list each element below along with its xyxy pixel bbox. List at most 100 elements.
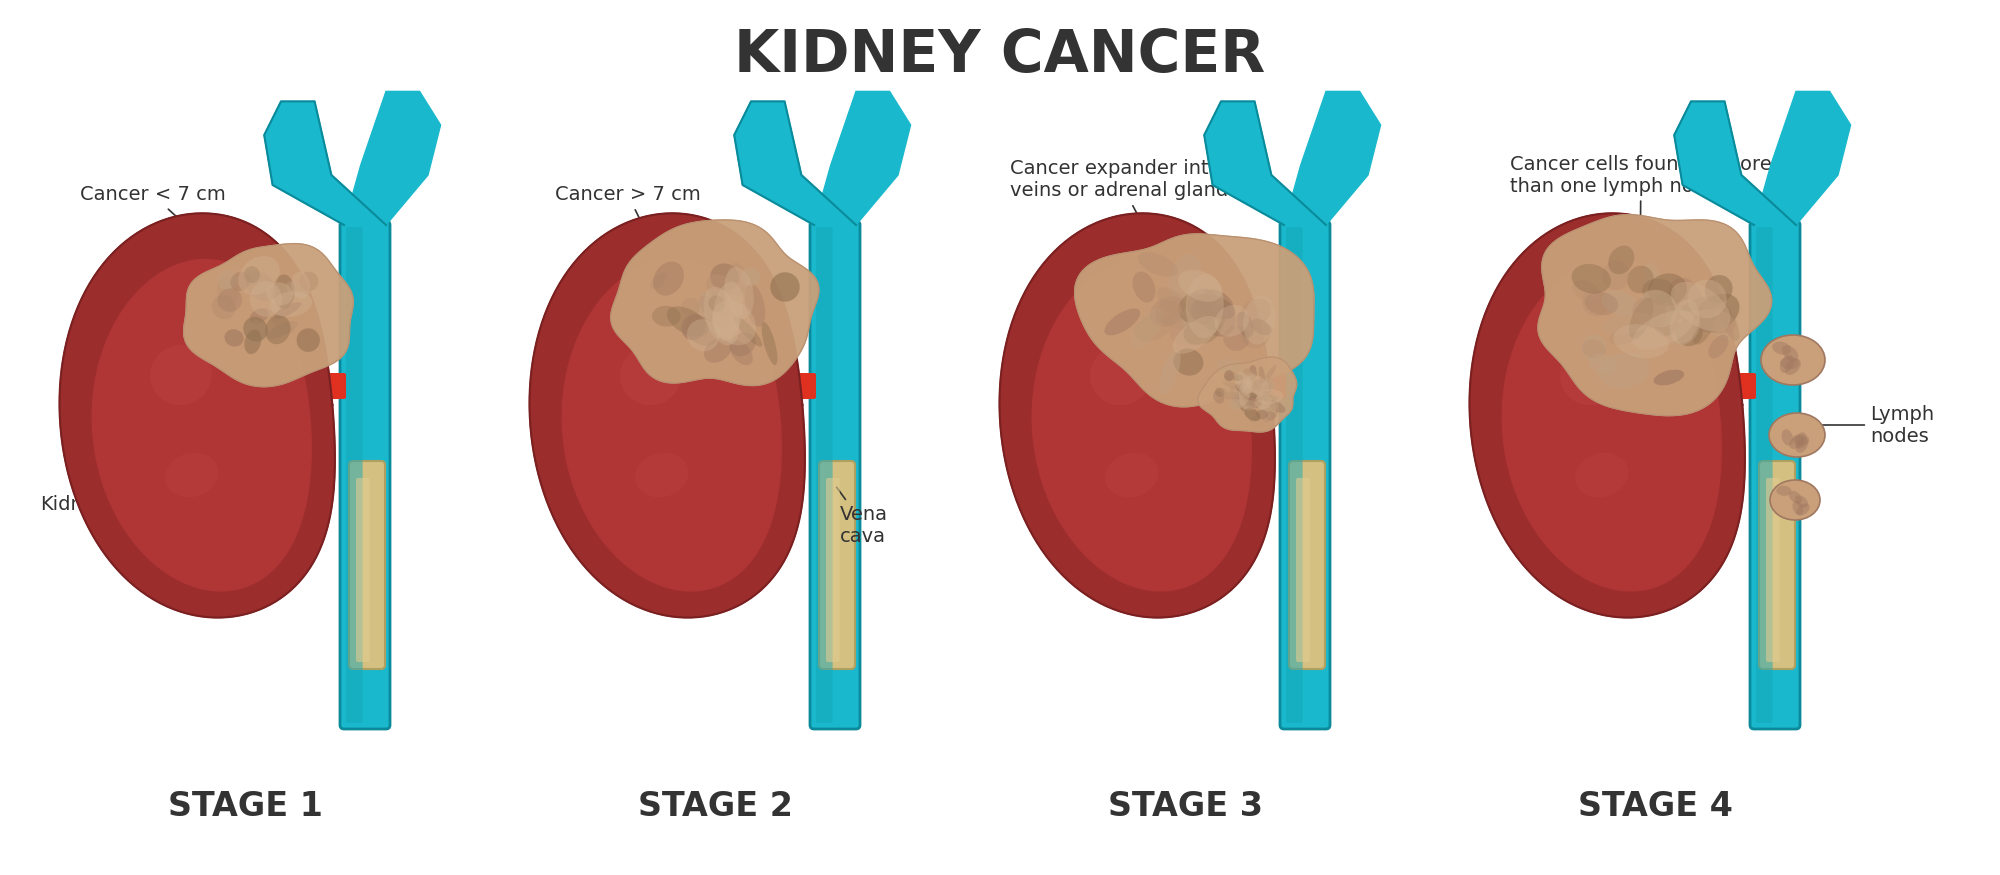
Ellipse shape (652, 305, 680, 326)
Ellipse shape (1796, 432, 1806, 449)
Ellipse shape (682, 298, 700, 316)
FancyBboxPatch shape (1288, 461, 1324, 669)
Ellipse shape (1188, 289, 1220, 322)
Ellipse shape (246, 271, 276, 301)
Ellipse shape (1250, 318, 1272, 335)
FancyBboxPatch shape (1296, 478, 1310, 662)
Ellipse shape (1268, 396, 1280, 410)
Ellipse shape (712, 282, 744, 341)
Ellipse shape (1242, 387, 1254, 400)
Ellipse shape (682, 314, 706, 340)
Ellipse shape (1240, 395, 1248, 403)
Polygon shape (92, 260, 312, 591)
Ellipse shape (726, 262, 746, 297)
FancyBboxPatch shape (274, 373, 346, 399)
Ellipse shape (1238, 379, 1250, 406)
Ellipse shape (1254, 390, 1268, 401)
Ellipse shape (1236, 399, 1258, 404)
Ellipse shape (150, 345, 212, 405)
Ellipse shape (1796, 438, 1808, 453)
Ellipse shape (1234, 374, 1244, 381)
Ellipse shape (1688, 279, 1726, 318)
Ellipse shape (1614, 325, 1668, 358)
Ellipse shape (1632, 311, 1694, 349)
Ellipse shape (216, 277, 240, 304)
Ellipse shape (1560, 345, 1622, 405)
Ellipse shape (1246, 389, 1264, 399)
Polygon shape (184, 243, 354, 387)
Polygon shape (60, 214, 334, 618)
Ellipse shape (1214, 390, 1224, 403)
Ellipse shape (770, 272, 800, 302)
Ellipse shape (1256, 410, 1268, 419)
FancyBboxPatch shape (816, 227, 832, 723)
Ellipse shape (1258, 367, 1264, 383)
Ellipse shape (698, 296, 728, 327)
Ellipse shape (1134, 312, 1174, 341)
Ellipse shape (1682, 296, 1724, 311)
Ellipse shape (1244, 386, 1254, 406)
Ellipse shape (1694, 294, 1740, 332)
FancyBboxPatch shape (744, 373, 816, 399)
Text: Cancer cells found in more
than one lymph node: Cancer cells found in more than one lymp… (1510, 155, 1772, 283)
Ellipse shape (238, 256, 280, 295)
FancyBboxPatch shape (826, 478, 840, 662)
Ellipse shape (1270, 399, 1278, 407)
Ellipse shape (1796, 503, 1810, 515)
Polygon shape (734, 102, 856, 225)
Ellipse shape (292, 272, 310, 299)
Ellipse shape (1692, 309, 1736, 333)
Ellipse shape (274, 302, 302, 318)
Ellipse shape (708, 296, 724, 312)
Ellipse shape (1270, 410, 1278, 418)
Polygon shape (562, 260, 782, 591)
Ellipse shape (1178, 270, 1222, 302)
Ellipse shape (1632, 298, 1666, 327)
Ellipse shape (1670, 282, 1730, 332)
Ellipse shape (1780, 354, 1794, 373)
Polygon shape (1754, 91, 1850, 225)
Ellipse shape (1242, 385, 1250, 396)
Ellipse shape (1782, 346, 1798, 361)
Ellipse shape (1776, 486, 1792, 496)
FancyBboxPatch shape (1214, 373, 1286, 399)
Polygon shape (1284, 91, 1380, 225)
Ellipse shape (1168, 254, 1202, 300)
Ellipse shape (1188, 302, 1212, 328)
Text: Lymph
nodes: Lymph nodes (1814, 404, 1934, 445)
Ellipse shape (1762, 335, 1824, 385)
Ellipse shape (730, 340, 752, 365)
Ellipse shape (1574, 452, 1628, 497)
Ellipse shape (710, 263, 740, 290)
Ellipse shape (1104, 452, 1158, 497)
Ellipse shape (1196, 299, 1226, 331)
Ellipse shape (1230, 384, 1238, 391)
Ellipse shape (1236, 398, 1246, 408)
Text: STAGE 1: STAGE 1 (168, 790, 322, 823)
Ellipse shape (1224, 370, 1234, 382)
FancyBboxPatch shape (340, 221, 390, 729)
Ellipse shape (296, 328, 320, 352)
Ellipse shape (266, 315, 290, 344)
Ellipse shape (1184, 317, 1222, 345)
Polygon shape (530, 214, 804, 618)
Ellipse shape (704, 338, 732, 363)
Ellipse shape (1232, 399, 1242, 410)
Ellipse shape (742, 267, 760, 286)
FancyBboxPatch shape (1684, 373, 1756, 399)
Ellipse shape (1676, 318, 1702, 346)
Ellipse shape (1246, 379, 1262, 394)
Ellipse shape (1250, 416, 1258, 423)
Ellipse shape (1572, 264, 1610, 294)
Ellipse shape (244, 330, 262, 354)
Ellipse shape (1602, 312, 1654, 334)
Ellipse shape (1236, 384, 1242, 392)
Polygon shape (1470, 214, 1744, 618)
Ellipse shape (1246, 375, 1270, 395)
Ellipse shape (1182, 298, 1206, 330)
FancyBboxPatch shape (1766, 478, 1780, 662)
Polygon shape (814, 91, 910, 225)
Ellipse shape (1654, 369, 1684, 385)
Ellipse shape (1242, 373, 1254, 389)
Ellipse shape (1772, 341, 1792, 354)
